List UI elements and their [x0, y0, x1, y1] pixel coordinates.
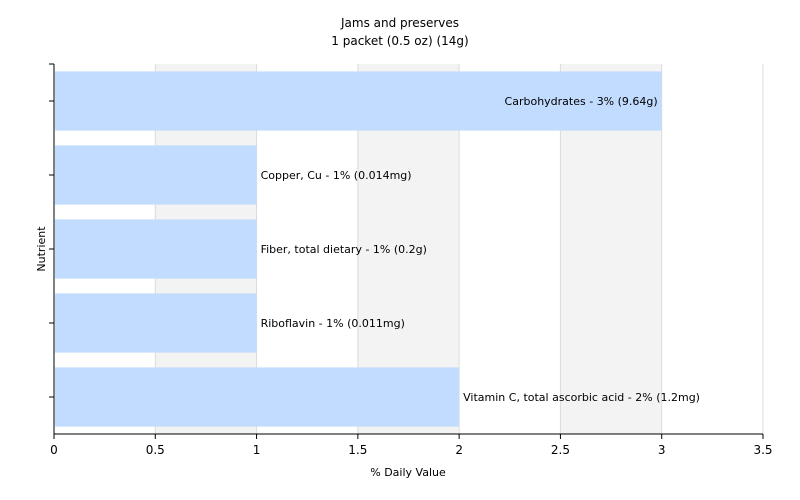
x-tick-label: 0.5	[146, 443, 165, 457]
chart-subtitle: 1 packet (0.5 oz) (14g)	[331, 34, 468, 48]
x-tick-labels: 0 0.5 1 1.5 2 2.5 3 3.5	[50, 443, 772, 457]
bars-group: Carbohydrates - 3% (9.64g) Copper, Cu - 1…	[55, 71, 700, 427]
x-axis-label: % Daily Value	[370, 466, 446, 479]
x-tick-label: 3.5	[753, 443, 772, 457]
bar	[55, 219, 257, 279]
bar-label: Fiber, total dietary - 1% (0.2g)	[261, 243, 427, 256]
bar-label: Carbohydrates - 3% (9.64g)	[505, 95, 658, 108]
x-tick-label: 1.5	[348, 443, 367, 457]
y-axis-label: Nutrient	[35, 226, 48, 272]
bar	[55, 293, 257, 353]
x-tick-label: 1	[253, 443, 261, 457]
bar-label: Riboflavin - 1% (0.011mg)	[261, 317, 405, 330]
bar	[55, 367, 460, 427]
axes	[49, 63, 764, 439]
chart-title: Jams and preserves	[340, 16, 459, 30]
bar	[55, 145, 257, 205]
bar-label: Vitamin C, total ascorbic acid - 2% (1.2…	[463, 391, 700, 404]
x-tick-label: 2	[455, 443, 463, 457]
bar-label: Copper, Cu - 1% (0.014mg)	[261, 169, 412, 182]
bar	[55, 71, 662, 131]
x-tick-label: 2.5	[551, 443, 570, 457]
plot-band	[661, 64, 763, 434]
x-tick-label: 0	[50, 443, 58, 457]
x-tick-label: 3	[658, 443, 666, 457]
